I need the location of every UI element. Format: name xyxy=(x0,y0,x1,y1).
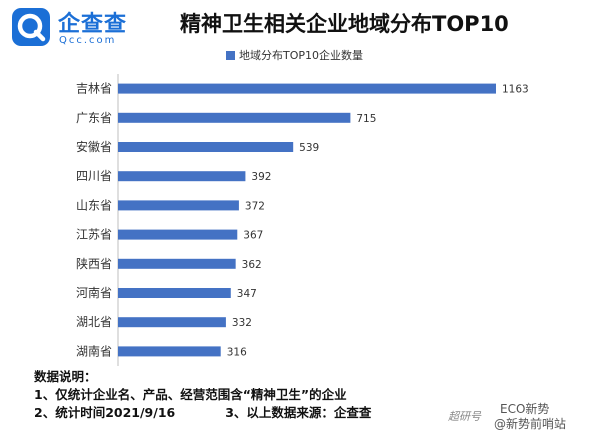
watermark: 超研号 ECO新势 @新势前哨站 xyxy=(448,400,588,432)
category-label: 安徽省 xyxy=(76,139,112,154)
note-line-2-3: 2、统计时间2021/9/16 3、以上数据来源：企查查 xyxy=(34,404,371,422)
category-label: 湖北省 xyxy=(76,314,112,329)
watermark-publisher: 超研号 xyxy=(448,410,481,423)
bar xyxy=(118,171,246,182)
bar-chart: 吉林省 1163 广东省 715 安徽省 539 四川省 392 山东省 372 江苏省 367 陕西省… xyxy=(76,74,529,366)
data-label: 367 xyxy=(243,230,263,242)
watermark-account: ECO新势 xyxy=(500,402,550,416)
bar xyxy=(118,229,238,240)
bar xyxy=(118,288,231,298)
logo-name: 企查查 xyxy=(58,12,128,37)
data-label: 715 xyxy=(356,113,376,125)
category-label: 吉林省 xyxy=(76,82,112,96)
bar xyxy=(118,142,294,152)
watermark-handle: @新势前哨站 xyxy=(494,417,567,431)
category-label: 湖南省 xyxy=(76,343,112,358)
data-label: 362 xyxy=(242,259,262,271)
data-label: 539 xyxy=(299,142,319,154)
bar xyxy=(118,346,221,357)
legend-swatch xyxy=(226,51,235,60)
data-label: 1163 xyxy=(502,84,529,96)
category-label: 陕西省 xyxy=(76,256,112,271)
chart-title: 精神卫生相关企业地域分布TOP10 xyxy=(180,12,509,36)
data-label: 372 xyxy=(245,200,265,212)
data-label: 347 xyxy=(237,288,257,300)
bar xyxy=(118,317,226,328)
category-label: 河南省 xyxy=(76,285,112,300)
bar xyxy=(118,258,236,269)
bar xyxy=(118,112,351,123)
note-line-3: 3、以上数据来源：企查查 xyxy=(225,405,372,420)
note-line-2: 2、统计时间2021/9/16 xyxy=(34,405,176,420)
chart-legend: 地域分布TOP10企业数量 xyxy=(226,47,364,62)
category-label: 山东省 xyxy=(76,198,112,212)
category-label: 广东省 xyxy=(76,111,112,125)
data-label: 316 xyxy=(227,346,247,358)
bar xyxy=(118,83,496,94)
logo-domain: Qcc.com xyxy=(59,35,117,46)
data-label: 332 xyxy=(232,317,252,329)
qcc-logo: 企查查 Qcc.com xyxy=(12,6,162,50)
note-line-1: 1、仅统计企业名、产品、经营范围含“精神卫生”的企业 xyxy=(34,387,347,402)
legend-label: 地域分布TOP10企业数量 xyxy=(239,49,364,62)
category-label: 四川省 xyxy=(76,169,112,183)
qcc-logo-icon xyxy=(12,8,50,46)
notes-heading: 数据说明： xyxy=(34,369,97,384)
data-label: 392 xyxy=(251,171,271,183)
data-notes: 数据说明： 1、仅统计企业名、产品、经营范围含“精神卫生”的企业 2、统计时间2… xyxy=(34,368,371,422)
category-label: 江苏省 xyxy=(76,228,112,242)
bar xyxy=(118,200,239,211)
